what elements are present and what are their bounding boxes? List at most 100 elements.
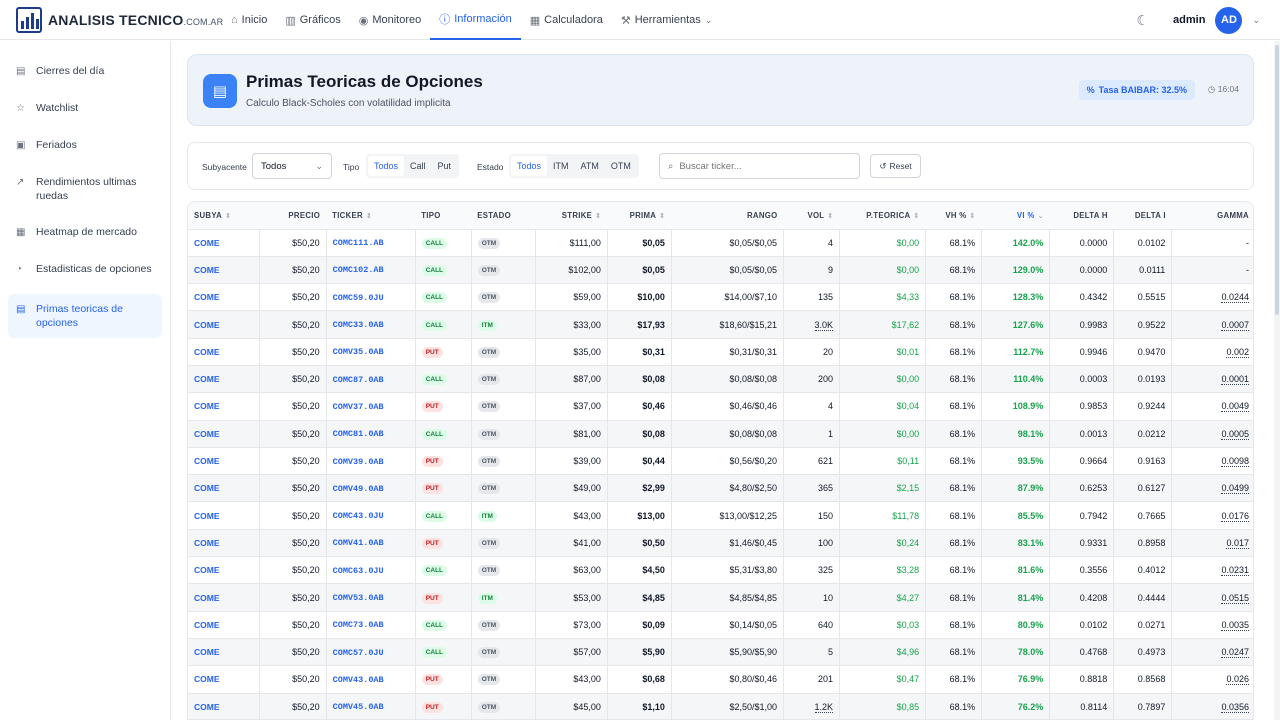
ticker-link[interactable]: COMC111.AB <box>332 238 384 249</box>
cell-subya[interactable]: COME <box>188 283 260 312</box>
nav-item-herramientas[interactable]: ⚒ Herramientas ⌄ <box>612 0 721 40</box>
column-header[interactable]: RANGO <box>671 202 784 230</box>
dark-mode-toggle-icon[interactable]: ☾ <box>1136 11 1150 28</box>
cell-ticker[interactable]: COMC59.0JU <box>325 283 416 312</box>
ticker-link[interactable]: COMV35.0AB <box>332 347 384 358</box>
estado-option-itm[interactable]: ITM <box>553 161 569 171</box>
sidebar-item-3[interactable]: ▣ Feriados <box>8 133 162 158</box>
column-header[interactable]: DELTA H <box>1049 202 1114 230</box>
underlying-link[interactable]: COME <box>194 456 220 467</box>
cell-ticker[interactable]: COMV35.0AB <box>325 338 416 366</box>
nav-item-informacin[interactable]: ⓘ Información <box>430 0 521 40</box>
column-header[interactable]: PRECIO <box>259 202 327 230</box>
site-logo[interactable]: ANALISIS TECNICO.COM.AR <box>16 7 223 33</box>
cell-subya[interactable]: COME <box>188 229 260 257</box>
column-header[interactable]: VOL ⇕ <box>783 202 840 230</box>
ticker-link[interactable]: COMC81.0AB <box>332 429 384 440</box>
underlying-link[interactable]: COME <box>194 346 220 357</box>
tipo-option-put[interactable]: Put <box>437 161 452 171</box>
table-row[interactable]: COME $50,20 COMC87.0AB CALL OTM $87,00 $0,08 $0… <box>188 365 1253 394</box>
ticker-link[interactable]: COMC43.0JU <box>332 511 384 522</box>
column-header[interactable]: TIPO <box>415 202 472 230</box>
cell-ticker[interactable]: COMC102.AB <box>325 256 416 285</box>
sidebar-item-6[interactable]: ◔ Estadisticas de opciones <box>8 257 162 282</box>
cell-ticker[interactable]: COMC81.0AB <box>325 420 416 448</box>
nav-item-calculadora[interactable]: ▦ Calculadora <box>521 0 612 40</box>
underlying-link[interactable]: COME <box>194 374 220 385</box>
ticker-link[interactable]: COMV49.0AB <box>332 483 384 494</box>
estado-option-todos[interactable]: Todos <box>511 156 548 176</box>
underlying-link[interactable]: COME <box>194 701 220 712</box>
nav-item-grficos[interactable]: ▥ Gráficos <box>276 0 349 40</box>
cell-subya[interactable]: COME <box>188 693 260 719</box>
cell-subya[interactable]: COME <box>188 665 260 694</box>
underlying-link[interactable]: COME <box>194 483 220 494</box>
cell-ticker[interactable]: COMV49.0AB <box>325 474 416 503</box>
cell-subya[interactable]: COME <box>188 529 260 558</box>
scrollbar-thumb[interactable] <box>1275 45 1279 315</box>
ticker-link[interactable]: COMV45.0AB <box>332 702 384 713</box>
cell-ticker[interactable]: COMC43.0JU <box>325 501 416 530</box>
sidebar-item-7[interactable]: ▤ Primas teoricas de opciones <box>8 294 162 338</box>
cell-subya[interactable]: COME <box>188 474 260 503</box>
ticker-link[interactable]: COMV41.0AB <box>332 538 384 549</box>
sidebar-item-4[interactable]: ↗ Rendimientos ultimas ruedas <box>8 170 162 208</box>
underlying-link[interactable]: COME <box>194 619 220 630</box>
sidebar-item-2[interactable]: ☆ Watchlist <box>8 96 162 121</box>
table-row[interactable]: COME $50,20 COMC33.0AB CALL ITM $33,00 $17,93 $… <box>188 310 1253 339</box>
underlying-link[interactable]: COME <box>194 592 220 603</box>
nav-item-monitoreo[interactable]: ◉ Monitoreo <box>350 0 431 40</box>
column-header[interactable]: GAMMA <box>1171 202 1253 230</box>
cell-subya[interactable]: COME <box>188 338 260 366</box>
table-row[interactable]: COME $50,20 COMC63.0JU CALL OTM $63,00 $4,50 $5… <box>188 556 1253 585</box>
table-row[interactable]: COME $50,20 COMV39.0AB PUT OTM $39,00 $0,44 $0,… <box>188 447 1253 476</box>
column-header[interactable]: PRIMA ⇕ <box>607 202 672 230</box>
table-row[interactable]: COME $50,20 COMV35.0AB PUT OTM $35,00 $0,31 $0,… <box>188 338 1253 366</box>
subyacente-select[interactable]: Todos ⌄ <box>252 153 332 179</box>
ticker-link[interactable]: COMC57.0JU <box>332 647 384 658</box>
column-header[interactable]: DELTA I <box>1113 202 1172 230</box>
avatar[interactable]: AD <box>1215 6 1243 34</box>
cell-ticker[interactable]: COMV43.0AB <box>325 665 416 694</box>
tipo-option-call[interactable]: Call <box>410 161 426 171</box>
cell-ticker[interactable]: COMC57.0JU <box>325 638 416 667</box>
table-row[interactable]: COME $50,20 COMV53.0AB PUT ITM $53,00 $4,85 $4,… <box>188 583 1253 612</box>
cell-ticker[interactable]: COMV53.0AB <box>325 583 416 612</box>
cell-subya[interactable]: COME <box>188 501 260 530</box>
table-row[interactable]: COME $50,20 COMC102.AB CALL OTM $102,00 $0,05 $… <box>188 256 1253 285</box>
ticker-link[interactable]: COMV43.0AB <box>332 674 384 685</box>
column-header[interactable]: STRIKE ⇕ <box>535 202 608 230</box>
underlying-link[interactable]: COME <box>194 674 220 685</box>
underlying-link[interactable]: COME <box>194 237 220 248</box>
underlying-link[interactable]: COME <box>194 319 220 330</box>
ticker-link[interactable]: COMC33.0AB <box>332 320 384 331</box>
cell-ticker[interactable]: COMC63.0JU <box>325 556 416 585</box>
chevron-down-icon[interactable]: ⌄ <box>1252 14 1260 25</box>
sidebar-item-5[interactable]: ▦ Heatmap de mercado <box>8 220 162 245</box>
table-row[interactable]: COME $50,20 COMV37.0AB PUT OTM $37,00 $0,46 $0,… <box>188 392 1253 421</box>
ticker-link[interactable]: COMC73.0AB <box>332 620 384 631</box>
cell-ticker[interactable]: COMV45.0AB <box>325 693 416 719</box>
table-row[interactable]: COME $50,20 COMC59.0JU CALL OTM $59,00 $10,00 $… <box>188 283 1253 312</box>
table-row[interactable]: COME $50,20 COMC111.AB CALL OTM $111,00 $0,05 $… <box>188 229 1253 257</box>
table-row[interactable]: COME $50,20 COMC57.0JU CALL OTM $57,00 $5,90 $5… <box>188 638 1253 667</box>
underlying-link[interactable]: COME <box>194 428 220 439</box>
underlying-link[interactable]: COME <box>194 292 220 303</box>
ticker-link[interactable]: COMC63.0JU <box>332 565 384 576</box>
cell-subya[interactable]: COME <box>188 447 260 476</box>
column-header[interactable]: VI % ⌄ <box>981 202 1050 230</box>
table-row[interactable]: COME $50,20 COMC81.0AB CALL OTM $81,00 $0,08 $0… <box>188 420 1253 448</box>
cell-ticker[interactable]: COMV39.0AB <box>325 447 416 476</box>
sidebar-item-1[interactable]: ▤ Cierres del día <box>8 59 162 84</box>
underlying-link[interactable]: COME <box>194 647 220 658</box>
table-row[interactable]: COME $50,20 COMV41.0AB PUT OTM $41,00 $0,50 $1,… <box>188 529 1253 558</box>
table-row[interactable]: COME $50,20 COMV43.0AB PUT OTM $43,00 $0,68 $0,… <box>188 665 1253 694</box>
estado-option-otm[interactable]: OTM <box>610 161 631 171</box>
column-header[interactable]: P.TEORICA ⇕ <box>839 202 926 230</box>
cell-subya[interactable]: COME <box>188 310 260 339</box>
column-header[interactable]: VH % ⇕ <box>925 202 982 230</box>
cell-subya[interactable]: COME <box>188 556 260 585</box>
cell-ticker[interactable]: COMC87.0AB <box>325 365 416 394</box>
table-row[interactable]: COME $50,20 COMV49.0AB PUT OTM $49,00 $2,99 $4,… <box>188 474 1253 503</box>
cell-ticker[interactable]: COMC73.0AB <box>325 611 416 639</box>
